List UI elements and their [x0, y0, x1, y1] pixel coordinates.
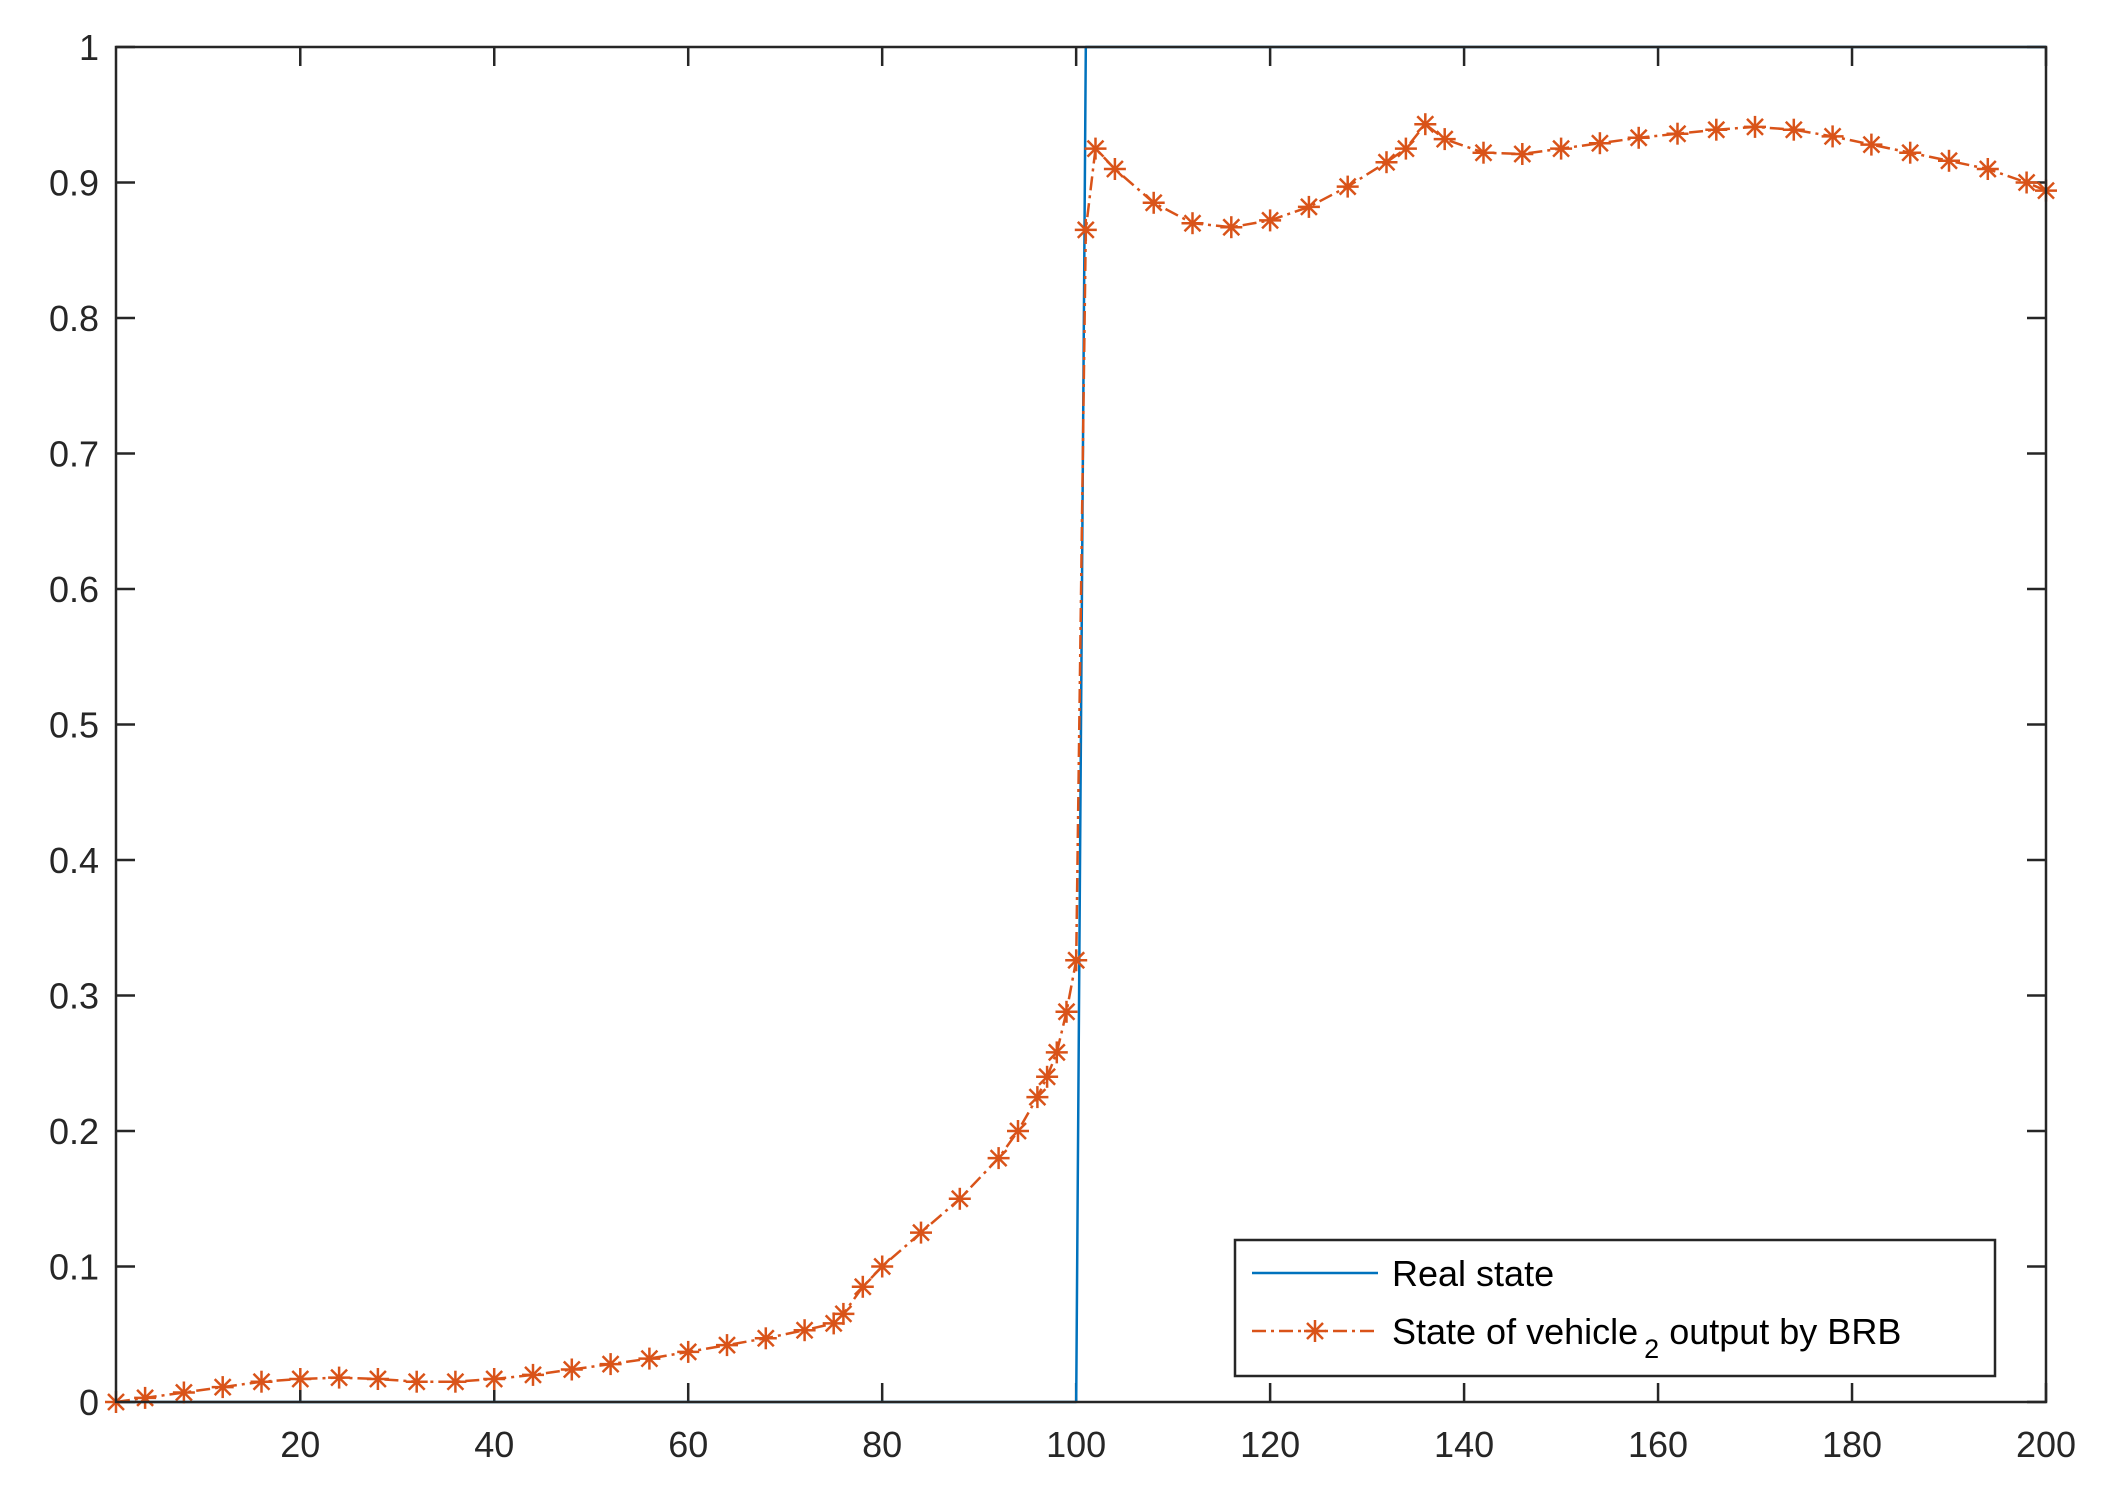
y-tick-label: 0.4 [49, 840, 99, 881]
data-point-marker [1550, 137, 1573, 160]
data-point-marker [1036, 1065, 1059, 1088]
data-point-marker [1026, 1086, 1049, 1109]
data-point-marker [134, 1386, 157, 1409]
data-point-marker [1627, 126, 1650, 149]
data-point-marker [1181, 212, 1204, 235]
data-point-marker [1899, 141, 1922, 164]
data-point-marker [1297, 195, 1320, 218]
data-point-marker [1821, 125, 1844, 148]
data-point-marker [483, 1368, 506, 1390]
data-point-marker [1259, 209, 1282, 232]
legend-label-brb-output: State of vehicle 2 output by BRB [1392, 1311, 1901, 1364]
x-tick-label: 140 [1434, 1424, 1494, 1465]
data-point-marker [871, 1255, 894, 1278]
data-point-marker [1103, 158, 1126, 180]
data-point-marker [1744, 115, 1766, 138]
data-point-marker [250, 1370, 273, 1393]
data-point-marker [172, 1381, 195, 1404]
y-tick-label: 0.5 [49, 705, 99, 746]
data-point-marker [1220, 216, 1243, 239]
data-point-marker [405, 1370, 428, 1393]
data-point-marker [1375, 151, 1398, 174]
data-point-marker [987, 1147, 1010, 1170]
data-point-marker [716, 1334, 738, 1357]
data-point-marker [560, 1358, 583, 1381]
y-tick-label: 0.9 [49, 163, 99, 204]
y-tick-label: 1 [79, 27, 99, 68]
data-point-marker [599, 1353, 622, 1376]
x-tick-label: 180 [1822, 1424, 1882, 1465]
data-point-marker [1472, 141, 1495, 164]
data-point-marker [1074, 218, 1097, 241]
data-point-marker [793, 1319, 816, 1342]
legend-label-brb-suffix: output by BRB [1659, 1311, 1901, 1352]
x-tick-label: 80 [862, 1424, 902, 1465]
x-tick-label: 160 [1628, 1424, 1688, 1465]
data-point-marker [1782, 118, 1805, 141]
legend-label-brb-subscript: 2 [1644, 1334, 1659, 1364]
legend-marker-asterisk [1304, 1320, 1326, 1342]
x-tick-label: 120 [1240, 1424, 1300, 1465]
data-point-marker [1511, 143, 1534, 165]
x-tick-label: 40 [474, 1424, 514, 1465]
data-point-marker [1976, 158, 1999, 180]
data-point-marker [522, 1363, 544, 1386]
data-point-marker [1142, 191, 1165, 214]
x-tick-label: 60 [668, 1424, 708, 1465]
y-tick-label: 0.1 [49, 1247, 99, 1288]
x-tick-label: 100 [1046, 1424, 1106, 1465]
data-point-marker [1394, 137, 1417, 160]
data-point-marker [1588, 132, 1611, 155]
y-tick-label: 0.8 [49, 298, 99, 339]
y-tick-label: 0.6 [49, 569, 99, 610]
data-point-marker [851, 1275, 874, 1298]
data-point-marker [1860, 133, 1883, 156]
data-point-marker [1336, 175, 1359, 198]
data-point-marker [638, 1347, 661, 1370]
y-axis-tick-labels: 0 0.1 0.2 0.3 0.4 0.5 0.6 0.7 0.8 0.9 1 [49, 27, 99, 1423]
legend: Real state State of vehicle 2 output by B… [1233, 1238, 1997, 1378]
data-point-marker [1084, 137, 1107, 160]
data-point-marker [366, 1368, 389, 1390]
data-point-marker [910, 1221, 932, 1244]
data-point-marker [948, 1187, 971, 1210]
data-point-marker [1705, 118, 1728, 141]
data-point-marker [1065, 949, 1088, 972]
data-point-marker [1433, 128, 1456, 151]
data-point-marker [2015, 171, 2038, 194]
data-point-marker [328, 1366, 351, 1389]
data-point-marker [1045, 1041, 1068, 1064]
data-point-marker [1055, 1000, 1078, 1023]
data-point-marker [1007, 1120, 1029, 1142]
data-point-marker [1666, 122, 1689, 145]
data-point-marker [211, 1376, 234, 1399]
data-point-marker [754, 1327, 777, 1350]
legend-label-real-state: Real state [1392, 1253, 1554, 1294]
legend-box [1233, 1238, 1997, 1378]
x-axis-tick-labels: 20 40 60 80 100 120 140 160 180 200 [280, 1424, 2076, 1465]
x-tick-label: 200 [2016, 1424, 2076, 1465]
legend-label-brb-main: State of vehicle [1392, 1311, 1638, 1352]
y-tick-label: 0.3 [49, 976, 99, 1017]
x-tick-label: 20 [280, 1424, 320, 1465]
y-tick-label: 0.2 [49, 1111, 99, 1152]
series-markers-brb-output [105, 113, 2057, 1413]
data-point-marker [1938, 149, 1960, 172]
y-tick-label: 0 [79, 1382, 99, 1423]
y-tick-label: 0.7 [49, 434, 99, 475]
data-point-marker [677, 1340, 700, 1363]
data-point-marker [832, 1302, 855, 1325]
data-point-marker [1414, 113, 1437, 136]
data-point-marker [289, 1368, 312, 1390]
axes-box [114, 45, 2048, 1404]
data-point-marker [444, 1370, 467, 1393]
